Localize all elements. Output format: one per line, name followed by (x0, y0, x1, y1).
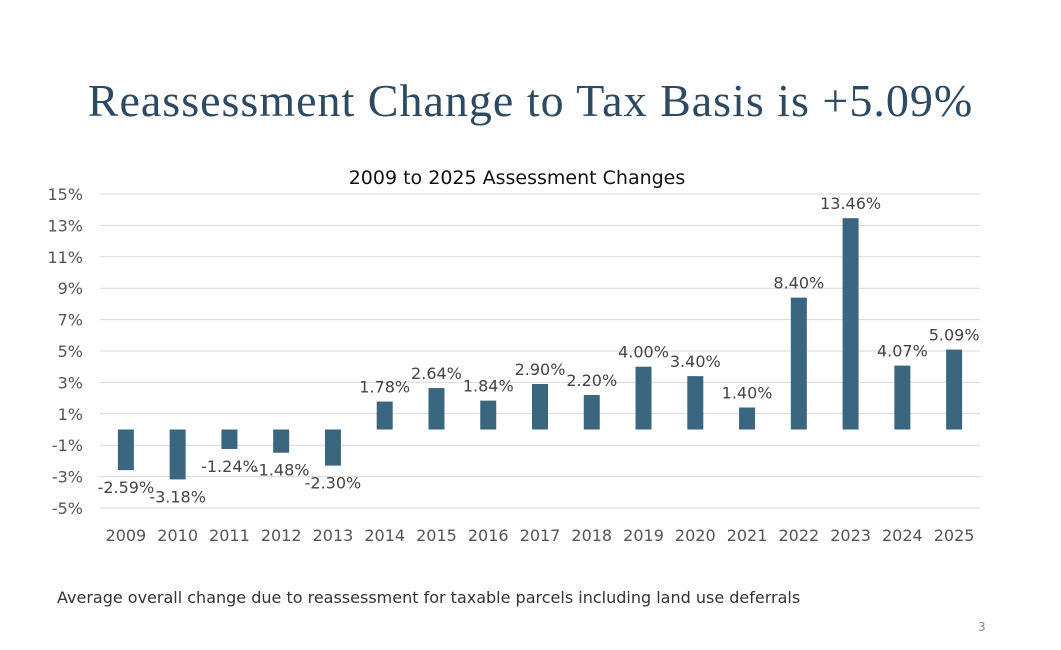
bar-2009 (117, 429, 134, 471)
x-tick-label: 2009 (106, 526, 147, 545)
bar-2021 (739, 407, 756, 430)
x-tick-label: 2019 (623, 526, 664, 545)
data-label: 2.20% (566, 371, 617, 390)
data-label: 4.00% (618, 343, 669, 362)
bar-2012 (273, 429, 290, 453)
bar-2020 (687, 376, 704, 430)
x-tick-label: 2023 (830, 526, 871, 545)
chart-title: 2009 to 2025 Assessment Changes (349, 167, 686, 189)
y-tick-label: 15% (47, 185, 83, 204)
data-label: 8.40% (773, 274, 824, 293)
y-tick-label: 7% (58, 311, 83, 330)
footnote: Average overall change due to reassessme… (57, 588, 801, 607)
x-tick-label: 2012 (261, 526, 302, 545)
x-tick-label: 2018 (571, 526, 612, 545)
x-tick-label: 2025 (934, 526, 975, 545)
bar-2013 (324, 429, 341, 466)
bar-2025 (946, 349, 963, 430)
y-tick-label: -5% (52, 499, 83, 518)
data-label: 2.64% (411, 364, 462, 383)
data-label: -2.59% (98, 478, 155, 497)
slide-title: Reassessment Change to Tax Basis is +5.0… (87, 75, 974, 126)
y-tick-label: 11% (47, 248, 83, 267)
x-tick-label: 2016 (468, 526, 509, 545)
y-tick-label: 3% (58, 373, 83, 392)
y-tick-label: 5% (58, 342, 83, 361)
x-tick-label: 2022 (778, 526, 819, 545)
bar-2010 (169, 429, 186, 480)
x-tick-label: 2011 (209, 526, 250, 545)
data-label: 1.40% (722, 384, 773, 403)
data-label: 3.40% (670, 352, 721, 371)
bars (117, 218, 963, 480)
x-axis: 2009 2010 2011 2012 2013 2014 2015 2016 2017 2018… (106, 526, 975, 545)
x-tick-label: 2013 (313, 526, 354, 545)
bar-2014 (376, 401, 393, 430)
x-tick-label: 2021 (727, 526, 768, 545)
y-tick-label: 13% (47, 216, 83, 235)
y-tick-label: -1% (52, 436, 83, 455)
data-label: 1.78% (359, 378, 410, 397)
data-label: 1.84% (463, 377, 514, 396)
data-label: -1.48% (253, 461, 310, 480)
data-label: -2.30% (305, 474, 362, 493)
bar-2017 (532, 383, 548, 430)
bar-2019 (635, 366, 652, 430)
bar-2022 (790, 297, 807, 430)
data-label: -1.24% (201, 457, 258, 476)
data-labels: -2.59%-3.18% -1.24%-1.48%-2.30% 1.78%2.64%… (98, 194, 980, 506)
bar-2016 (480, 400, 497, 430)
bar-2018 (583, 394, 600, 430)
page-number: 3 (978, 620, 986, 634)
bar-2023 (842, 218, 859, 430)
y-tick-label: -3% (52, 468, 83, 487)
data-label: 4.07% (877, 342, 928, 361)
y-tick-label: 1% (58, 405, 83, 424)
x-tick-label: 2014 (364, 526, 405, 545)
bar-2024 (894, 365, 911, 430)
data-label: -3.18% (149, 487, 206, 506)
data-label: 5.09% (929, 326, 980, 345)
bar-2011 (221, 429, 238, 449)
x-tick-label: 2015 (416, 526, 457, 545)
data-label: 2.90% (515, 360, 566, 379)
data-label: 13.46% (820, 194, 881, 213)
x-tick-label: 2020 (675, 526, 716, 545)
bar-2015 (428, 388, 445, 430)
x-tick-label: 2010 (157, 526, 198, 545)
x-tick-label: 2024 (882, 526, 923, 545)
y-tick-label: 9% (58, 279, 83, 298)
gridlines (100, 193, 980, 509)
x-tick-label: 2017 (520, 526, 561, 545)
y-axis: 15% 13% 11% 9% 7% 5% 3% 1% -1% -3% -5% (47, 185, 83, 518)
